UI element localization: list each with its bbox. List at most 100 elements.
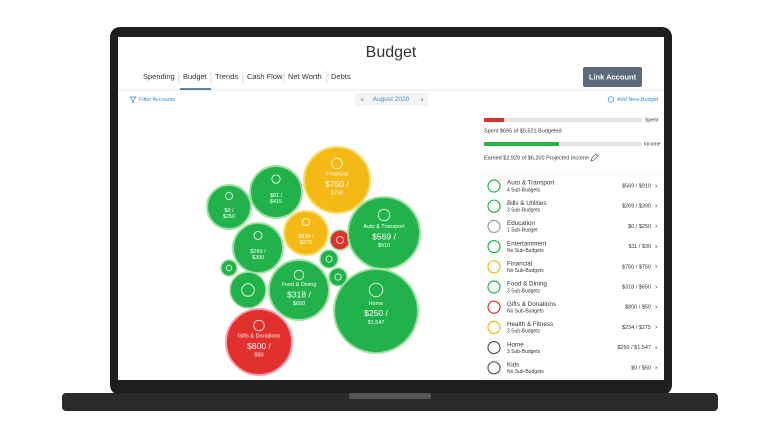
filter-icon [129, 96, 137, 104]
prev-month[interactable]: ‹ [361, 96, 364, 103]
bubble-chart: $0 /$250 $81 /$415 Financial$750 / $750 Auto… [206, 146, 421, 376]
category-icon [487, 199, 501, 213]
bubble-icon [368, 282, 384, 298]
link-account-button[interactable] [583, 67, 642, 87]
bubble-amount: $800 / [247, 341, 271, 351]
bubble-icon [271, 174, 281, 184]
bubble-total: $50 [254, 353, 263, 359]
category-name: Health & Fitness [507, 321, 553, 328]
category-name: Gifts & Donations [507, 301, 556, 308]
bubble-total: $650 [293, 301, 305, 307]
bubble-amount: $81 / [270, 193, 283, 199]
small-bubble [229, 271, 267, 309]
row-chevron: › [655, 324, 658, 331]
bubble-icon [331, 157, 343, 170]
add-icon [607, 96, 615, 103]
bubble-icon [253, 319, 265, 332]
list-row[interactable] [478, 317, 664, 337]
list-row[interactable] [478, 297, 664, 317]
list-row[interactable] [478, 337, 664, 358]
row-chevron: › [655, 183, 658, 190]
category-amount: $234 / $275 [622, 325, 651, 331]
category-icon [487, 361, 501, 375]
budget-bubble [206, 184, 252, 230]
small-bubble [220, 259, 238, 277]
category-icon [487, 219, 501, 233]
bubble-amount: $750 / [325, 179, 349, 189]
category-sub: 4 Sub-Budgets [507, 187, 541, 193]
budget-bubble [249, 165, 303, 219]
bubble-icon [302, 218, 310, 226]
month-picker[interactable] [355, 93, 428, 106]
list-row[interactable] [478, 236, 664, 257]
category-sub: 1 Sub-Budget [507, 228, 538, 234]
nav-tab[interactable]: Cash Flow [247, 72, 283, 81]
category-sub: 3 Sub-Budgets [507, 329, 541, 335]
budget-bubble [225, 308, 293, 376]
bubble-amount: $269 / [250, 249, 266, 255]
nav-tab[interactable]: Trends [215, 72, 238, 81]
nav-tab[interactable]: Budget [183, 72, 208, 81]
bubble-total: $750 [331, 191, 343, 197]
category-amount: $269 / $390 [622, 204, 651, 210]
category-name: Food & Dining [507, 281, 547, 288]
category-sub: 3 Sub-Budgets [507, 349, 541, 355]
laptop-notch [349, 393, 431, 399]
nav-tab[interactable]: Debts [331, 72, 351, 81]
filter-accounts[interactable]: Filter Accounts [139, 97, 175, 103]
category-icon [487, 300, 501, 314]
small-bubble [319, 249, 339, 269]
row-chevron: › [655, 243, 658, 250]
row-chevron: › [655, 344, 658, 351]
category-amount: $800 / $50 [625, 305, 651, 311]
nav-tab[interactable]: Spending [143, 72, 175, 81]
page-title: Budget [366, 44, 417, 61]
category-name: Entertainment [507, 240, 546, 247]
bubble-label: Food & Dining [282, 282, 317, 288]
bubble-amount: $0 / [224, 208, 234, 214]
bubble-label: Auto & Transport [363, 224, 405, 230]
category-amount: $11 / $30 [628, 244, 651, 250]
row-chevron: › [655, 304, 658, 311]
row-chevron: › [655, 223, 658, 230]
budget-bubble [268, 259, 330, 321]
budget-bubble [283, 210, 329, 256]
bubble-amount: $569 / [372, 231, 396, 241]
category-sub: No Sub-Budgets [507, 369, 544, 375]
category-icon [487, 341, 501, 355]
list-row[interactable] [478, 176, 664, 196]
bubble-amount: $318 / [287, 289, 311, 299]
list-row[interactable] [478, 216, 664, 236]
category-amount: $250 / $1,547 [617, 345, 651, 351]
nav-tab[interactable]: Net Worth [288, 72, 322, 81]
list-row[interactable] [478, 277, 664, 297]
next-month[interactable]: › [421, 96, 424, 103]
list-row[interactable] [478, 256, 664, 277]
bubble-total: $1,547 [368, 320, 385, 326]
category-icon [487, 240, 501, 254]
spent-text: Spent $695 of $5,521 Budgeted [484, 128, 562, 134]
bubble-icon [225, 192, 233, 200]
bubble-icon [336, 236, 344, 244]
row-chevron: › [655, 365, 658, 372]
row-chevron: › [655, 203, 658, 210]
list-row[interactable] [478, 357, 664, 378]
row-chevron: › [655, 264, 658, 271]
bubble-total: $390 [252, 255, 264, 261]
bubble-label: Home [369, 301, 384, 307]
spent-fill [484, 118, 504, 122]
category-name: Financial [507, 260, 532, 267]
bubble-icon [377, 208, 391, 222]
row-chevron: › [655, 284, 658, 291]
list-row[interactable] [478, 196, 664, 216]
income-track [484, 142, 642, 146]
edit-icon[interactable] [590, 153, 599, 162]
category-amount: $569 / $910 [622, 183, 651, 189]
bubble-total: $250 [223, 214, 235, 220]
add-budget[interactable]: Add New Budget [617, 97, 659, 103]
bubble-amount: $250 / [364, 308, 388, 318]
category-icon [487, 260, 501, 274]
spent-label: Spent [645, 117, 659, 123]
category-icon [487, 179, 501, 193]
